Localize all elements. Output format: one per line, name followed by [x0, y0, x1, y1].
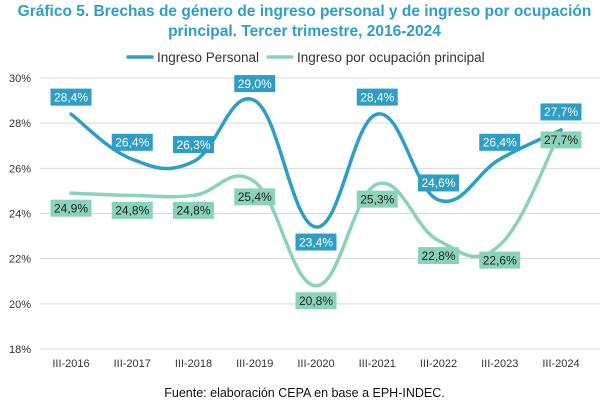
data-label-box-ingreso-personal — [356, 88, 398, 106]
data-label-ingreso-personal: 24,6% — [421, 176, 455, 190]
y-tick-label: 28% — [9, 118, 31, 130]
data-label-ingreso-personal: 26,4% — [483, 136, 517, 150]
x-tick-label: III-2017 — [114, 358, 151, 370]
data-label-box-ingreso-ocupacion — [540, 131, 582, 149]
y-tick-label: 24% — [9, 209, 31, 221]
data-label-ingreso-ocupacion: 25,4% — [238, 190, 272, 204]
data-label-ingreso-ocupacion: 27,7% — [544, 133, 578, 147]
y-tick-label: 20% — [9, 299, 31, 311]
data-label-box-ingreso-ocupacion — [479, 251, 521, 269]
data-label-box-ingreso-ocupacion — [234, 188, 276, 206]
chart-title-line-2: principal. Tercer trimestre, 2016-2024 — [168, 23, 441, 40]
x-tick-label: III-2021 — [359, 358, 396, 370]
series-line-ingreso-personal — [69, 97, 563, 229]
data-label-ingreso-ocupacion: 25,3% — [360, 192, 394, 206]
data-label-box-ingreso-ocupacion — [295, 292, 337, 310]
data-label-box-ingreso-ocupacion — [356, 190, 398, 208]
x-tick-label: III-2022 — [420, 358, 457, 370]
x-tick-label: III-2016 — [52, 358, 89, 370]
data-label-box-ingreso-ocupacion — [173, 201, 214, 219]
data-label-ingreso-personal: 27,7% — [544, 105, 578, 119]
data-label-ingreso-ocupacion: 22,6% — [483, 253, 517, 267]
y-tick-label: 22% — [9, 254, 31, 266]
y-tick-label: 26% — [9, 163, 31, 175]
data-label-box-ingreso-ocupacion — [418, 247, 459, 265]
data-label-ingreso-personal: 23,4% — [299, 235, 333, 249]
legend-label-ingreso-ocupacion: Ingreso por ocupación principal — [297, 50, 485, 65]
legend-label-ingreso-personal: Ingreso Personal — [157, 50, 259, 65]
data-label-box-ingreso-ocupacion — [50, 199, 92, 217]
chart-title: Gráfico 5. Brechas de género de ingreso … — [0, 2, 609, 42]
x-tick-label: III-2024 — [542, 358, 579, 370]
y-tick-label: 18% — [9, 344, 31, 356]
data-label-ingreso-personal: 26,4% — [115, 136, 149, 150]
x-tick-label: III-2020 — [297, 358, 334, 370]
data-label-box-ingreso-personal — [295, 233, 337, 251]
data-label-box-ingreso-personal — [234, 75, 276, 93]
data-label-box-ingreso-personal — [111, 133, 153, 151]
data-label-ingreso-ocupacion: 24,8% — [115, 204, 149, 218]
data-label-ingreso-personal: 29,0% — [238, 77, 272, 91]
data-label-box-ingreso-personal — [479, 133, 521, 151]
data-label-ingreso-personal: 26,3% — [176, 138, 210, 152]
data-label-ingreso-personal: 28,4% — [360, 90, 394, 104]
data-label-ingreso-ocupacion: 24,8% — [176, 204, 210, 218]
x-tick-label: III-2019 — [236, 358, 273, 370]
data-label-ingreso-personal: 28,4% — [54, 90, 88, 104]
data-label-ingreso-ocupacion: 22,8% — [421, 249, 455, 263]
x-tick-label: III-2018 — [175, 358, 212, 370]
data-label-box-ingreso-personal — [540, 103, 582, 121]
data-label-box-ingreso-ocupacion — [111, 201, 153, 219]
y-tick-label: 30% — [9, 73, 31, 85]
data-label-ingreso-ocupacion: 20,8% — [299, 294, 333, 308]
source-note: Fuente: elaboración CEPA en base a EPH-I… — [164, 386, 445, 400]
data-label-ingreso-ocupacion: 24,9% — [54, 201, 88, 215]
data-label-box-ingreso-personal — [50, 88, 92, 106]
chart-title-line-1: Gráfico 5. Brechas de género de ingreso … — [17, 3, 592, 20]
data-label-box-ingreso-personal — [418, 174, 459, 192]
data-label-box-ingreso-personal — [173, 136, 214, 154]
x-tick-label: III-2023 — [481, 358, 518, 370]
